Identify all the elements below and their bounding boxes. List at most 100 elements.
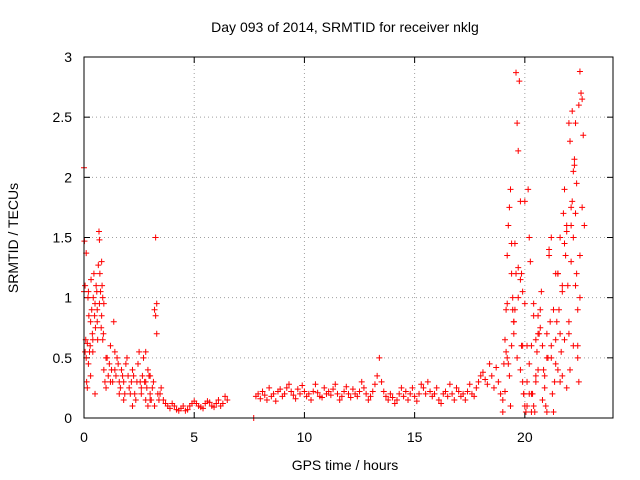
data-point <box>389 394 396 401</box>
data-point <box>451 396 458 403</box>
data-points <box>81 68 588 421</box>
data-point <box>497 390 504 397</box>
data-point <box>533 348 540 355</box>
data-point <box>526 234 533 241</box>
data-point <box>574 306 581 313</box>
data-point <box>99 294 106 301</box>
data-point <box>558 348 565 355</box>
data-point <box>453 384 460 391</box>
data-point <box>354 393 361 400</box>
data-point <box>87 372 94 379</box>
data-point <box>107 378 114 385</box>
data-point <box>103 384 110 391</box>
data-point <box>499 396 506 403</box>
data-point <box>416 390 423 397</box>
data-point <box>517 276 524 283</box>
data-point <box>576 68 583 75</box>
data-point <box>136 348 143 355</box>
data-point <box>120 396 127 403</box>
data-point <box>398 384 405 391</box>
data-point <box>103 354 110 361</box>
data-point <box>570 234 577 241</box>
data-point <box>261 392 268 399</box>
data-point <box>537 324 544 331</box>
data-point <box>117 384 124 391</box>
data-point <box>305 390 312 397</box>
data-point <box>139 372 146 379</box>
data-point <box>550 408 557 415</box>
data-point <box>548 234 555 241</box>
data-point <box>532 336 539 343</box>
data-point <box>504 354 511 361</box>
data-point <box>257 395 264 402</box>
data-point <box>578 90 585 97</box>
data-point <box>514 120 521 127</box>
data-point <box>530 312 537 319</box>
data-point <box>96 270 103 277</box>
data-point <box>524 342 531 349</box>
data-point <box>535 330 542 337</box>
data-point <box>567 366 574 373</box>
data-point <box>505 222 512 229</box>
data-point <box>503 306 510 313</box>
x-tick-label: 0 <box>80 429 88 445</box>
data-point <box>579 96 586 103</box>
data-point <box>526 390 533 397</box>
x-tick-labels: 0 5 10 15 20 <box>80 429 533 445</box>
data-point <box>363 390 370 397</box>
data-point <box>347 394 354 401</box>
data-point <box>466 381 473 388</box>
data-point <box>224 396 231 403</box>
data-point <box>101 378 108 385</box>
data-point <box>89 348 96 355</box>
data-point <box>568 204 575 211</box>
data-point <box>570 168 577 175</box>
data-point <box>553 318 560 325</box>
data-point <box>290 392 297 399</box>
data-point <box>574 354 581 361</box>
data-point <box>358 378 365 385</box>
data-point <box>206 399 213 406</box>
data-point <box>514 354 521 361</box>
data-point <box>535 366 542 373</box>
data-point <box>507 402 514 409</box>
data-point <box>528 408 535 415</box>
data-point <box>559 288 566 295</box>
data-point <box>507 186 514 193</box>
data-point <box>334 390 341 397</box>
data-point <box>479 369 486 376</box>
data-point <box>546 252 553 259</box>
data-point <box>288 388 295 395</box>
data-point <box>85 360 92 367</box>
data-point <box>132 396 139 403</box>
data-point <box>374 372 381 379</box>
data-point <box>112 372 119 379</box>
data-point <box>378 378 385 385</box>
data-point <box>116 390 123 397</box>
data-point <box>122 360 129 367</box>
data-point <box>511 306 518 313</box>
data-point <box>424 378 431 385</box>
data-point <box>356 388 363 395</box>
data-point <box>118 366 125 373</box>
data-point <box>380 388 387 395</box>
data-point <box>464 388 471 395</box>
x-tick-label: 15 <box>407 429 423 445</box>
data-point <box>129 402 136 409</box>
data-point <box>180 402 187 409</box>
data-point <box>92 390 99 397</box>
data-point <box>575 378 582 385</box>
data-point <box>213 400 220 407</box>
data-point <box>144 402 151 409</box>
data-point <box>292 395 299 402</box>
data-point <box>93 282 100 289</box>
data-point <box>488 372 495 379</box>
data-point <box>549 390 556 397</box>
data-point <box>152 312 159 319</box>
data-point <box>151 402 158 409</box>
data-point <box>510 330 517 337</box>
data-point <box>504 252 511 259</box>
data-point <box>486 360 493 367</box>
data-point <box>149 384 156 391</box>
grid-lines <box>84 57 613 418</box>
